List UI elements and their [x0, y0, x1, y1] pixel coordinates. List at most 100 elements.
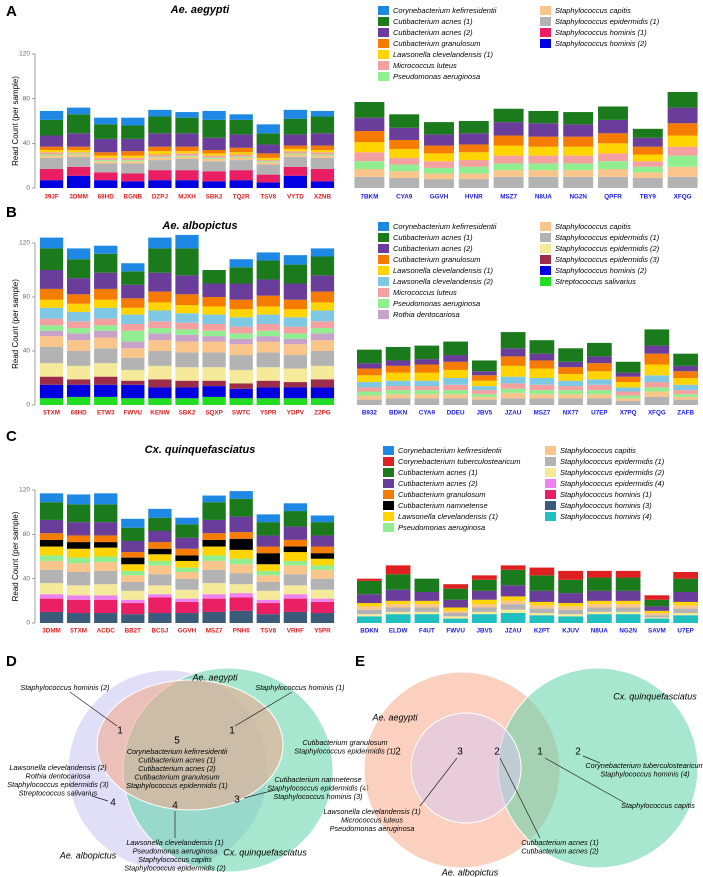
- bar-segment: [202, 396, 226, 405]
- bar-segment: [493, 155, 524, 164]
- species-label: Corynebacterium tuberculostearicum: [585, 761, 703, 770]
- legend-swatch: [378, 299, 389, 308]
- bar-segment: [175, 341, 199, 353]
- set-label: Ae. aegypti: [371, 712, 418, 722]
- legend-swatch: [378, 72, 389, 81]
- x-tick-label: XZNB: [314, 194, 332, 201]
- bar-segment: [458, 144, 489, 153]
- legend-swatch: [378, 255, 389, 264]
- bar-segment: [256, 174, 280, 183]
- bar-segment: [94, 161, 118, 164]
- bar-segment: [148, 333, 172, 341]
- bar-segment: [202, 161, 226, 172]
- x-tick-label: Z2PG: [314, 410, 331, 417]
- bar-segment: [310, 302, 335, 311]
- bar-segment: [529, 613, 555, 616]
- bar-segment: [414, 345, 440, 360]
- bar-segment: [175, 170, 199, 181]
- species-label: Micrococcus luteus: [341, 815, 403, 824]
- bar-segment: [175, 151, 199, 154]
- bar-segment: [283, 594, 308, 599]
- bar-segment: [283, 344, 308, 356]
- bar-segment: [414, 611, 440, 615]
- bar-segment: [385, 574, 411, 590]
- x-tick-label: BDKN: [360, 628, 379, 635]
- bar-segment: [587, 356, 612, 364]
- bar-segment: [94, 396, 118, 405]
- x-tick-label: 5TXM: [70, 628, 87, 635]
- x-tick-label: SWTC: [232, 410, 251, 417]
- bar-segment: [39, 533, 64, 540]
- bar-segment: [175, 275, 199, 295]
- legend-label: Lawsonella clevelandensis (2): [393, 277, 494, 286]
- leader-line: [419, 757, 458, 807]
- bar-segment: [39, 330, 64, 337]
- bar-segment: [310, 398, 335, 405]
- bar-segment: [283, 503, 308, 512]
- bar-segment: [94, 138, 118, 153]
- bar-segment: [229, 516, 253, 533]
- bar-segment: [66, 557, 91, 564]
- bar-segment: [148, 156, 172, 158]
- bar-segment: [558, 609, 583, 615]
- bar-segment: [256, 162, 280, 165]
- species-label: Pseudomonas aeruginosa: [330, 824, 415, 833]
- bar-segment: [414, 578, 440, 592]
- bar-segment: [424, 153, 454, 162]
- bar-segment: [673, 615, 698, 623]
- bar-segment: [39, 152, 64, 155]
- bar-segment: [229, 180, 253, 188]
- bar-segment: [39, 546, 64, 556]
- bar-segment: [615, 372, 641, 377]
- bar-segment: [39, 336, 64, 347]
- bar-segment: [357, 391, 382, 396]
- bar-segment: [443, 369, 468, 378]
- x-tick-label: B932: [362, 410, 378, 417]
- bar-segment: [229, 154, 253, 157]
- bar-segment: [357, 399, 382, 405]
- bar-segment: [202, 158, 226, 162]
- bar-segment: [357, 395, 382, 400]
- bar-segment: [615, 400, 641, 405]
- bar-segment: [229, 326, 253, 334]
- bar-segment: [667, 166, 698, 177]
- bar-segment: [66, 535, 91, 543]
- bar-segment: [389, 164, 420, 172]
- bar-segment: [66, 563, 91, 573]
- bar-segment: [148, 328, 172, 334]
- bar-segment: [472, 604, 497, 608]
- bar-segment: [66, 133, 91, 147]
- bar-segment: [458, 166, 489, 174]
- bar-segment: [598, 106, 628, 120]
- bar-segment: [256, 341, 280, 353]
- bar-segment: [39, 346, 64, 364]
- legend-label: Cutibacterium acnes (1): [398, 468, 478, 477]
- bar-segment: [310, 328, 335, 334]
- bar-segment: [354, 176, 385, 188]
- bar-segment: [310, 515, 335, 523]
- bar-segment: [121, 369, 145, 381]
- bar-segment: [528, 146, 559, 156]
- bar-segment: [229, 309, 253, 318]
- bar-segment: [598, 153, 628, 162]
- x-tick-label: BDKN: [389, 410, 408, 417]
- bar-segment: [148, 574, 172, 586]
- bar-segment: [385, 346, 411, 361]
- bar-segment: [39, 569, 64, 584]
- bar-segment: [385, 398, 411, 405]
- bar-segment: [66, 599, 91, 614]
- bar-segment: [500, 348, 526, 357]
- bar-segment: [39, 110, 64, 120]
- bar-segment: [283, 148, 308, 152]
- bar-segment: [558, 390, 583, 395]
- bar-segment: [229, 317, 253, 327]
- bar-segment: [443, 384, 468, 391]
- bar-segment: [673, 371, 698, 378]
- bar-segment: [148, 565, 172, 575]
- bar-segment: [310, 340, 335, 351]
- bar-segment: [256, 581, 280, 591]
- bar-segment: [529, 353, 555, 361]
- bar-segment: [632, 166, 663, 173]
- bar-segment: [414, 591, 440, 601]
- bar-segment: [148, 613, 172, 623]
